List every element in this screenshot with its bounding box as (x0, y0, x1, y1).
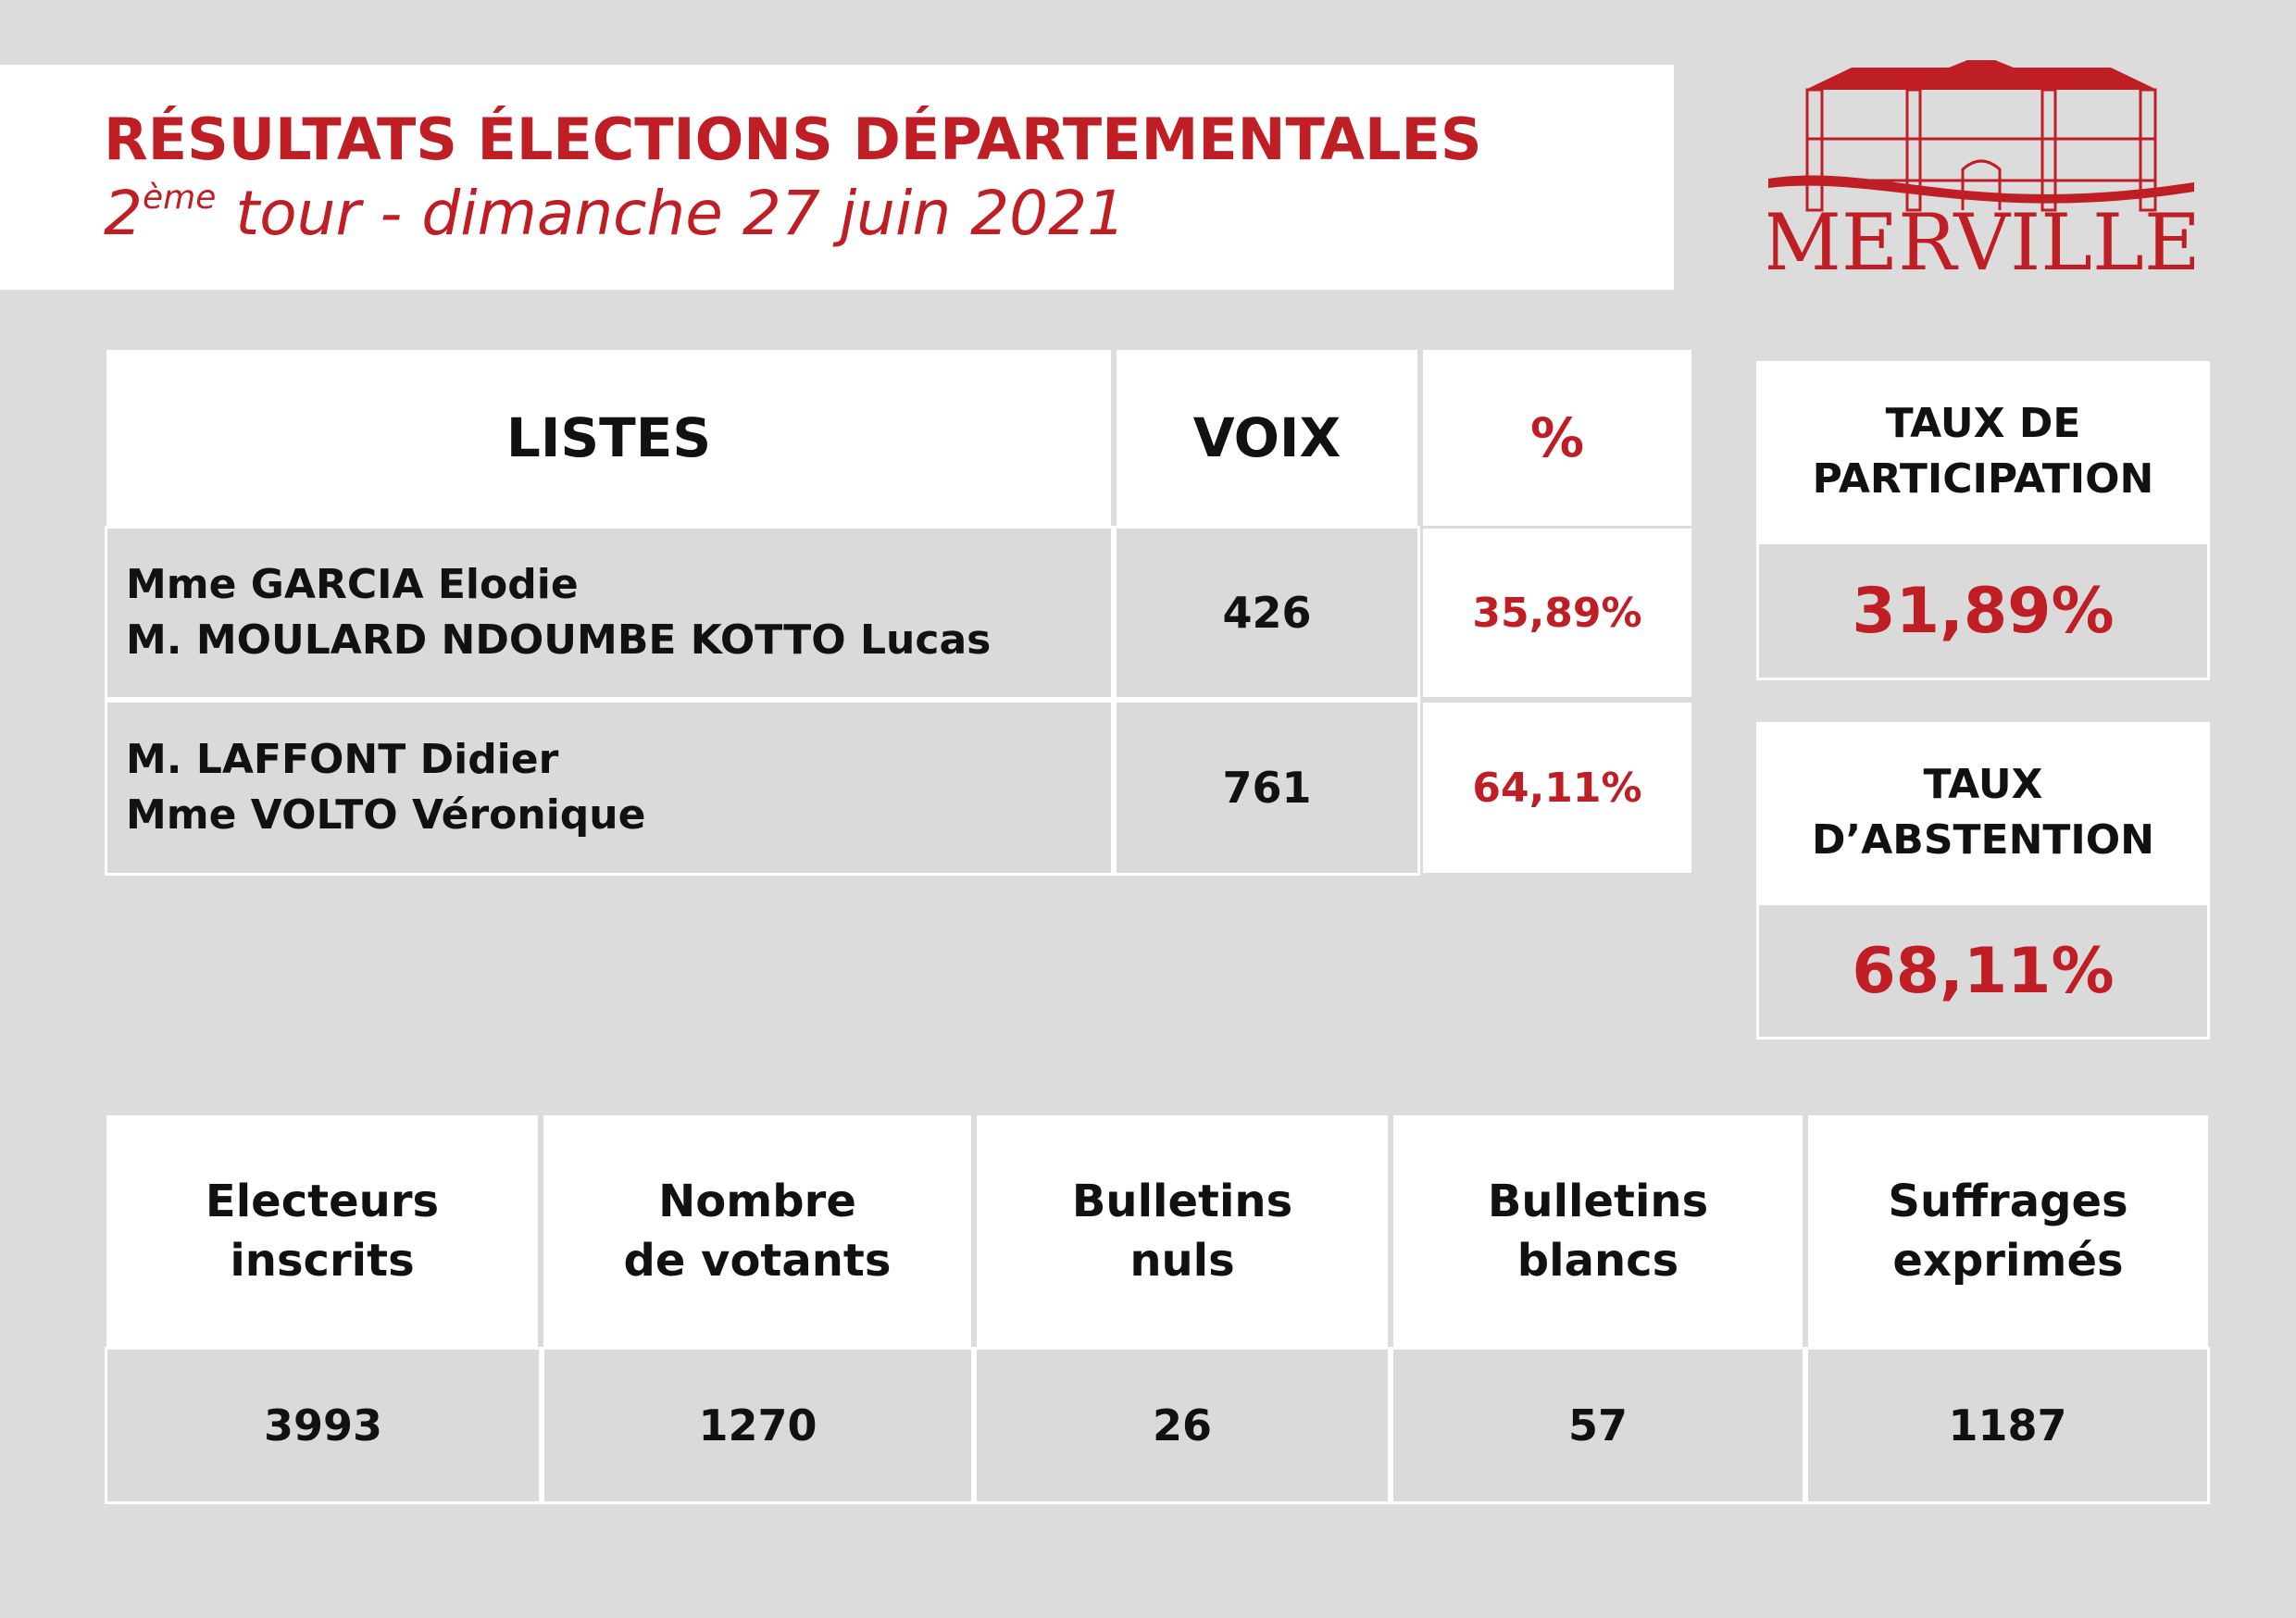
abstention-title-line: TAUX (1923, 760, 2043, 808)
list-row-names: M. LAFFONT Didier Mme VOLTO Véronique (105, 700, 1114, 876)
town-hall-icon: MERVILLE (1762, 55, 2201, 288)
stat-header-expressed: Suffrages exprimés (1808, 1115, 2208, 1347)
list-row-names: Mme GARCIA Elodie M. MOULARD NDOUMBE KOT… (105, 526, 1114, 700)
stat-header-line: Bulletins (1071, 1176, 1293, 1227)
stat-header-line: blancs (1516, 1235, 1679, 1287)
list-row-votes: 761 (1114, 700, 1420, 876)
header-lists-label: LISTES (505, 406, 712, 469)
stat-value-blank: 57 (1391, 1347, 1805, 1504)
abstention-title-line: D’ABSTENTION (1811, 815, 2155, 864)
participation-rate: 31,89% (1852, 574, 2115, 648)
header-percent-label: % (1529, 406, 1585, 469)
stat-header-blank: Bulletins blancs (1393, 1115, 1803, 1347)
page-title: RÉSULTATS ÉLECTIONS DÉPARTEMENTALES (104, 106, 1482, 173)
stat-header-registered: Electeurs inscrits (106, 1115, 538, 1347)
subtitle-ordinal: 2 (104, 178, 143, 249)
votes-value: 761 (1222, 763, 1312, 813)
participation-value: 31,89% (1756, 541, 2210, 680)
votes-value: 426 (1222, 588, 1312, 638)
candidate-name: M. LAFFONT Didier (126, 736, 559, 783)
stat-value-registered: 3993 (105, 1347, 542, 1504)
header-votes-label: VOIX (1192, 406, 1341, 469)
abstention-title: TAUX D’ABSTENTION (1756, 722, 2210, 902)
page-subtitle: 2ème tour - dimanche 27 juin 2021 (104, 178, 1126, 249)
stat-value-expressed: 1187 (1805, 1347, 2210, 1504)
merville-logo: MERVILLE (1762, 55, 2201, 288)
list-row-votes: 426 (1114, 526, 1420, 700)
stat-header-line: de votants (623, 1235, 892, 1287)
candidate-name: Mme GARCIA Elodie (126, 561, 579, 608)
stat-value: 3993 (263, 1400, 383, 1450)
participation-title: TAUX DE PARTICIPATION (1756, 361, 2210, 541)
stat-header-line: Nombre (658, 1176, 856, 1227)
candidate-name: Mme VOLTO Véronique (126, 791, 646, 839)
stat-header-voters: Nombre de votants (543, 1115, 971, 1347)
stat-header-null: Bulletins nuls (977, 1115, 1388, 1347)
stat-value-null: 26 (974, 1347, 1391, 1504)
participation-title-line: TAUX DE (1885, 399, 2081, 447)
list-row-percent: 35,89% (1423, 529, 1691, 697)
abstention-value: 68,11% (1756, 902, 2210, 1039)
stat-value: 1270 (698, 1400, 817, 1450)
stat-header-line: inscrits (230, 1235, 415, 1287)
abstention-rate: 68,11% (1852, 934, 2115, 1008)
stat-header-line: exprimés (1892, 1235, 2124, 1287)
percent-value: 35,89% (1472, 589, 1642, 637)
stat-header-line: nuls (1129, 1235, 1235, 1287)
list-row-percent: 64,11% (1423, 703, 1691, 873)
header-percent: % (1423, 350, 1691, 526)
candidate-name: M. MOULARD NDOUMBE KOTTO Lucas (126, 616, 992, 664)
stat-header-line: Electeurs (205, 1176, 440, 1227)
subtitle-superscript: ème (143, 179, 217, 217)
header-votes: VOIX (1117, 350, 1417, 526)
participation-title-line: PARTICIPATION (1812, 454, 2154, 503)
percent-value: 64,11% (1472, 764, 1642, 812)
stat-value-voters: 1270 (542, 1347, 974, 1504)
stat-header-line: Bulletins (1487, 1176, 1709, 1227)
header-lists: LISTES (106, 350, 1111, 526)
stat-header-line: Suffrages (1888, 1176, 2128, 1227)
subtitle-date: tour - dimanche 27 juin 2021 (216, 178, 1127, 249)
title-banner: RÉSULTATS ÉLECTIONS DÉPARTEMENTALES 2ème… (0, 65, 1674, 290)
stat-value: 1187 (1948, 1400, 2067, 1450)
logo-text: MERVILLE (1768, 197, 2194, 282)
stat-value: 26 (1152, 1400, 1212, 1450)
stat-value: 57 (1567, 1400, 1628, 1450)
